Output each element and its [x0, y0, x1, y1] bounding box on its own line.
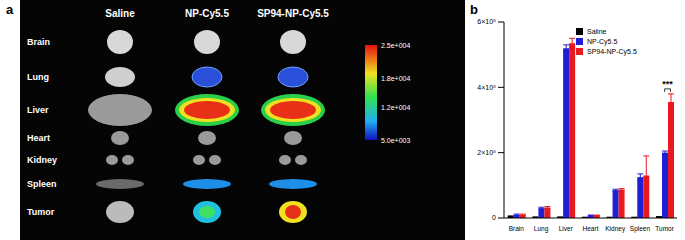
- html-text:b: b: [470, 2, 478, 17]
- svg-text:NP-Cy5.5: NP-Cy5.5: [185, 8, 229, 19]
- svg-text:2.5e+004: 2.5e+004: [381, 42, 410, 49]
- svg-text:a: a: [6, 2, 14, 17]
- svg-text:Saline: Saline: [105, 8, 135, 19]
- svg-text:Kidney: Kidney: [605, 225, 626, 233]
- svg-text:Brain: Brain: [509, 225, 525, 232]
- svg-text:4×10⁸: 4×10⁸: [477, 84, 496, 91]
- svg-text:Lung: Lung: [27, 72, 49, 82]
- svg-text:Brain: Brain: [27, 37, 50, 47]
- svg-text:SP94-NP-Cy5.5: SP94-NP-Cy5.5: [257, 8, 329, 19]
- svg-text:***: ***: [662, 79, 673, 89]
- svg-text:Spleen: Spleen: [630, 225, 651, 233]
- svg-text:1.8e+004: 1.8e+004: [381, 75, 410, 82]
- svg-text:Heart: Heart: [583, 225, 599, 232]
- html-text:Saline: Saline: [587, 28, 607, 35]
- svg-text:Liver: Liver: [559, 225, 574, 232]
- html-text:SP94-NP-Cy5.5: SP94-NP-Cy5.5: [587, 48, 637, 55]
- svg-text:Kidney: Kidney: [27, 155, 57, 165]
- svg-text:Tumor: Tumor: [27, 207, 55, 217]
- svg-text:2×10⁸: 2×10⁸: [477, 149, 496, 156]
- svg-text:Spleen: Spleen: [27, 179, 57, 189]
- svg-text:1.2e+004: 1.2e+004: [381, 104, 410, 111]
- svg-text:Lung: Lung: [534, 225, 549, 233]
- html-text:NP-Cy5.5: NP-Cy5.5: [587, 38, 618, 45]
- svg-text:0: 0: [492, 214, 496, 221]
- svg-text:5.0e+003: 5.0e+003: [381, 137, 410, 144]
- svg-text:Tumor: Tumor: [655, 225, 674, 232]
- svg-text:Heart: Heart: [27, 133, 50, 143]
- svg-text:Liver: Liver: [27, 105, 49, 115]
- svg-text:6×10⁸: 6×10⁸: [477, 18, 496, 25]
